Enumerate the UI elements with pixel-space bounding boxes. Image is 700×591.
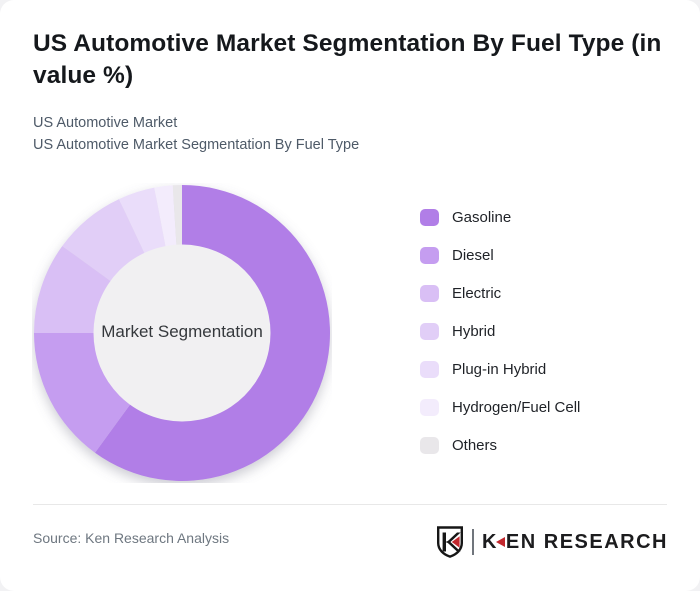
legend-item-others[interactable]: Others (420, 437, 580, 454)
wordmark-red-triangle-icon (495, 537, 505, 547)
subtitle-line-2: US Automotive Market Segmentation By Fue… (33, 137, 360, 153)
donut-segment-others[interactable] (172, 185, 182, 246)
chart-legend: Gasoline Diesel Electric Hybrid Plug-in … (420, 209, 580, 454)
wordmark-rest: EN RESEARCH (505, 530, 668, 553)
wordmark-k: K (481, 530, 498, 553)
ken-research-wordmark: K EN RESEARCH (482, 531, 668, 554)
legend-label: Electric (452, 285, 502, 302)
legend-swatch-hydrogen-fuel-cell (420, 399, 439, 416)
donut-segment-electric[interactable] (34, 246, 111, 333)
ken-research-logo: K EN RESEARCH (436, 525, 668, 559)
legend-item-gasoline[interactable]: Gasoline (420, 209, 580, 226)
legend-swatch-diesel (420, 247, 439, 264)
legend-item-plug-in-hybrid[interactable]: Plug-in Hybrid (420, 361, 580, 378)
donut-center-label: Market Segmentation (101, 322, 263, 341)
subtitle-line-1: US Automotive Market (33, 115, 178, 131)
legend-item-electric[interactable]: Electric (420, 285, 580, 302)
legend-label: Plug-in Hybrid (452, 361, 547, 378)
ken-research-shield-icon (436, 526, 463, 558)
footer-divider (33, 504, 667, 505)
donut-chart (32, 183, 332, 483)
donut-segment-plug-in-hybrid[interactable] (118, 187, 166, 254)
source-note: Source: Ken Research Analysis (33, 530, 230, 546)
donut-chart-svg (34, 185, 331, 481)
donut-segment-diesel[interactable] (34, 333, 131, 453)
legend-swatch-others (420, 437, 439, 454)
legend-label: Hydrogen/Fuel Cell (452, 399, 581, 416)
page-title: US Automotive Market Segmentation By Fue… (33, 30, 662, 89)
legend-label: Gasoline (452, 209, 512, 226)
donut-center-disc (93, 244, 271, 422)
legend-label: Hybrid (452, 323, 496, 340)
legend-swatch-gasoline (420, 209, 439, 226)
legend-swatch-electric (420, 285, 439, 302)
legend-label: Others (452, 437, 498, 454)
donut-segment-gasoline[interactable] (95, 185, 331, 481)
subtitle-block: US Automotive Market US Automotive Marke… (33, 112, 359, 156)
legend-item-hybrid[interactable]: Hybrid (420, 323, 580, 340)
donut-segment-hybrid[interactable] (62, 199, 145, 282)
legend-label: Diesel (452, 247, 494, 264)
legend-swatch-hybrid (420, 323, 439, 340)
logo-separator (471, 529, 474, 555)
legend-item-diesel[interactable]: Diesel (420, 247, 580, 264)
donut-segment-hydrogen-fuel-cell[interactable] (154, 185, 177, 247)
legend-swatch-plug-in-hybrid (420, 361, 439, 378)
legend-item-hydrogen-fuel-cell[interactable]: Hydrogen/Fuel Cell (420, 399, 580, 416)
